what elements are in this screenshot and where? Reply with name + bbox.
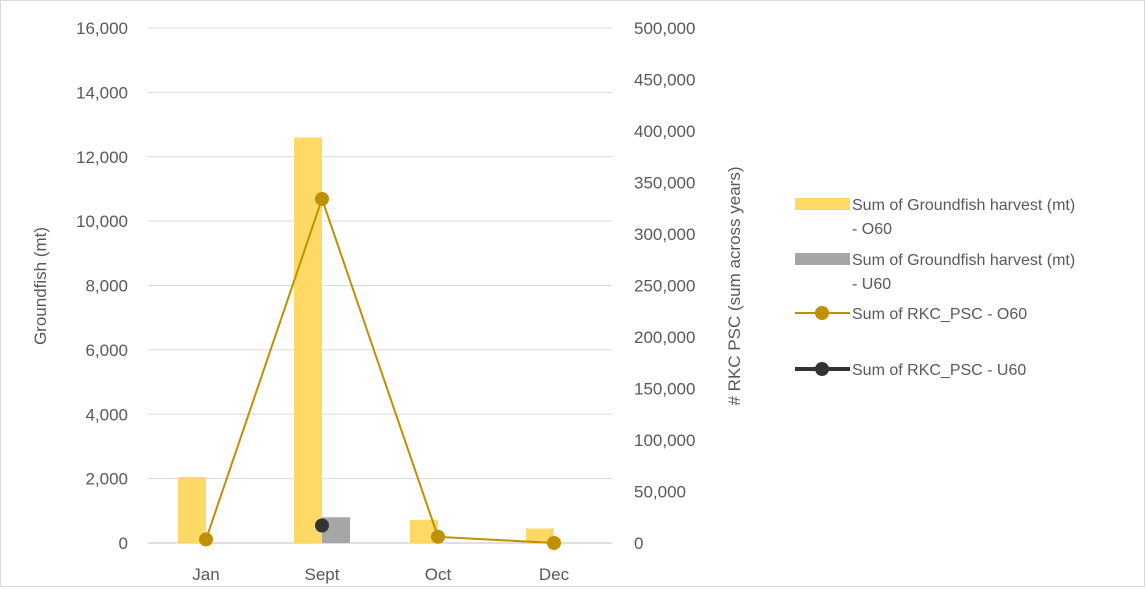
right-tick-label: 400,000 [634, 122, 695, 141]
bar [526, 528, 554, 543]
data-point [315, 518, 329, 533]
x-tick-label: Oct [425, 565, 452, 584]
legend-label: Sum of RKC_PSC - U60 [852, 362, 1026, 379]
left-tick-label: 6,000 [85, 341, 128, 360]
right-tick-label: 500,000 [634, 19, 695, 38]
x-axis-ticks: Jan Sept Oct Dec [192, 565, 569, 584]
gridlines [148, 27, 612, 544]
left-tick-label: 2,000 [85, 470, 128, 489]
legend-label: Sum of Groundfish harvest (mt) [852, 252, 1075, 269]
legend-label: - U60 [852, 276, 891, 293]
left-axis-title: Groundfish (mt) [31, 227, 50, 345]
legend-label: - O60 [852, 221, 892, 238]
right-axis-ticks: 0 50,000 100,000 150,000 200,000 250,000 300,0… [634, 19, 695, 553]
bars [178, 137, 554, 543]
right-tick-label: 350,000 [634, 174, 695, 193]
left-tick-label: 4,000 [85, 405, 128, 424]
bar [294, 137, 322, 543]
legend-marker [815, 362, 829, 376]
right-tick-label: 100,000 [634, 431, 695, 450]
right-tick-label: 300,000 [634, 225, 695, 244]
right-tick-label: 250,000 [634, 277, 695, 296]
left-tick-label: 16,000 [76, 19, 128, 38]
left-tick-label: 12,000 [76, 148, 128, 167]
bar [410, 519, 438, 543]
right-axis-title: # RKC PSC (sum across years) [725, 167, 744, 406]
data-point [315, 191, 329, 206]
left-tick-label: 8,000 [85, 277, 128, 296]
series-line [205, 195, 555, 544]
data-point [431, 529, 445, 544]
x-tick-label: Sept [305, 565, 340, 584]
x-tick-label: Dec [539, 565, 570, 584]
right-tick-label: 200,000 [634, 328, 695, 347]
left-tick-label: 14,000 [76, 83, 128, 102]
legend-swatch [795, 198, 850, 210]
data-point [199, 532, 213, 547]
left-tick-label: 10,000 [76, 212, 128, 231]
legend-label: Sum of RKC_PSC - O60 [852, 306, 1027, 323]
legend: Sum of Groundfish harvest (mt) - O60 Sum o… [795, 197, 1075, 379]
legend-label: Sum of Groundfish harvest (mt) [852, 197, 1075, 214]
legend-swatch [795, 253, 850, 265]
data-point [547, 536, 561, 550]
lines [199, 191, 561, 550]
right-tick-label: 150,000 [634, 380, 695, 399]
left-axis-ticks: 0 2,000 4,000 6,000 8,000 10,000 12,000 14,000 1… [76, 19, 128, 553]
legend-marker [815, 306, 829, 320]
x-tick-label: Jan [192, 565, 219, 584]
right-tick-label: 0 [634, 534, 643, 553]
bar [178, 477, 206, 543]
right-tick-label: 50,000 [634, 483, 686, 502]
right-tick-label: 450,000 [634, 71, 695, 90]
left-tick-label: 0 [119, 534, 128, 553]
